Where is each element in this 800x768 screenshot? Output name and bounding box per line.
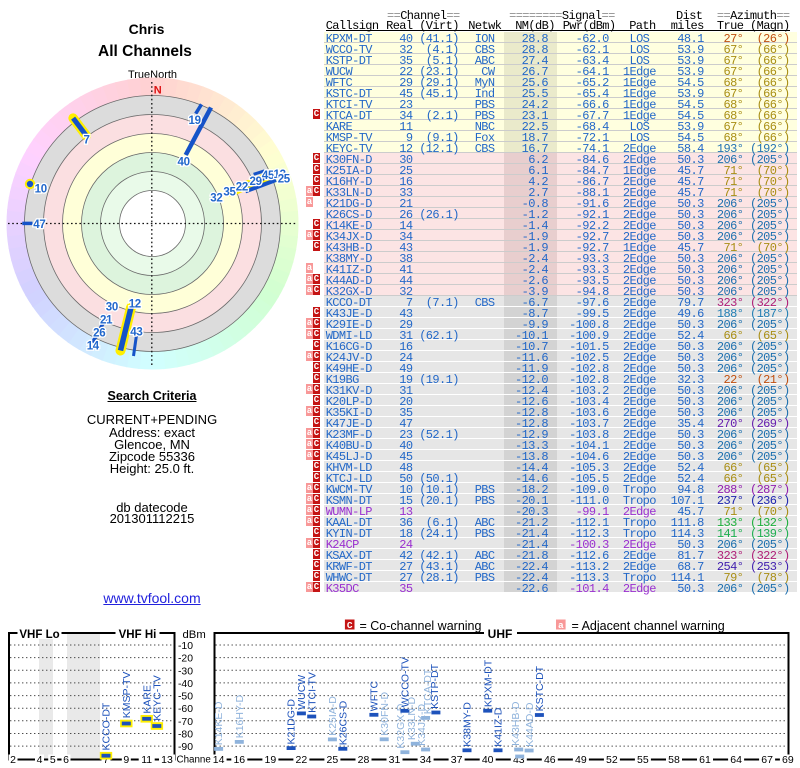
svg-text:5: 5 <box>50 754 56 766</box>
svg-text:58: 58 <box>668 754 680 766</box>
svg-text:22: 22 <box>236 182 248 194</box>
svg-text:dBm: dBm <box>183 629 206 641</box>
svg-text:13: 13 <box>274 169 286 181</box>
svg-text:WCCO-TV: WCCO-TV <box>400 657 412 707</box>
svg-text:29: 29 <box>250 176 262 188</box>
svg-text:16: 16 <box>233 754 245 766</box>
svg-text:-40: -40 <box>178 679 193 690</box>
svg-text:28: 28 <box>358 754 370 766</box>
svg-text:9: 9 <box>123 754 129 766</box>
svg-text:46: 46 <box>544 754 556 766</box>
svg-text:7: 7 <box>103 754 109 766</box>
svg-text:-80: -80 <box>178 730 193 741</box>
svg-text:4: 4 <box>37 754 43 766</box>
svg-text:40: 40 <box>178 157 190 169</box>
svg-text:Channel: Channel <box>177 755 214 766</box>
svg-text:-90: -90 <box>178 742 193 753</box>
svg-text:KCCO-DT: KCCO-DT <box>101 702 113 750</box>
svg-text:14: 14 <box>213 754 225 766</box>
svg-text:13: 13 <box>161 754 173 766</box>
svg-text:-50: -50 <box>178 692 193 703</box>
svg-text:35: 35 <box>223 187 236 199</box>
svg-text:11: 11 <box>141 754 152 766</box>
svg-text:25: 25 <box>327 754 339 766</box>
svg-text:-30: -30 <box>178 666 193 677</box>
svg-text:K34JX-D: K34JX-D <box>416 703 428 745</box>
svg-text:K21DG-D: K21DG-D <box>286 699 298 745</box>
svg-text:19: 19 <box>265 754 277 766</box>
svg-text:KTCI-TV: KTCI-TV <box>306 672 318 713</box>
svg-text:-70: -70 <box>178 717 193 728</box>
svg-text:7: 7 <box>84 135 90 147</box>
svg-text:K32GX-D: K32GX-D <box>395 703 407 748</box>
svg-text:26: 26 <box>93 328 105 340</box>
svg-text:-60: -60 <box>178 704 193 715</box>
svg-text:43: 43 <box>130 327 142 339</box>
svg-text:49: 49 <box>575 754 587 766</box>
svg-text:C: C <box>347 620 353 631</box>
svg-text:22: 22 <box>296 754 308 766</box>
svg-text:KTCA-DT: KTCA-DT <box>422 668 434 714</box>
svg-text:K43HB-D: K43HB-D <box>510 701 522 746</box>
svg-text:KPXM-DT: KPXM-DT <box>482 659 494 707</box>
svg-text:30: 30 <box>106 302 118 314</box>
svg-text:K14KE-D: K14KE-D <box>213 701 225 745</box>
svg-text:47: 47 <box>33 219 45 231</box>
svg-text:K41IZ-D: K41IZ-D <box>493 707 505 747</box>
svg-text:K44AD-D: K44AD-D <box>524 702 536 747</box>
svg-text:K25IA-D: K25IA-D <box>327 696 339 736</box>
svg-text:25: 25 <box>278 174 291 186</box>
svg-text:2: 2 <box>10 754 16 766</box>
svg-text:KSTP-DT: KSTP-DT <box>429 663 441 709</box>
svg-text:31: 31 <box>389 754 401 766</box>
svg-text:= Adjacent channel warning: = Adjacent channel warning <box>572 619 725 633</box>
svg-text:N: N <box>154 84 162 96</box>
svg-text:= Co-channel warning: = Co-channel warning <box>360 619 482 633</box>
svg-text:37: 37 <box>451 754 463 766</box>
svg-text:34: 34 <box>420 754 432 766</box>
svg-text:45: 45 <box>262 170 275 182</box>
svg-text:K38MY-D: K38MY-D <box>462 702 474 747</box>
svg-text:K33LN-D: K33LN-D <box>406 696 418 740</box>
svg-text:K26CS-D: K26CS-D <box>337 700 349 745</box>
svg-text:K30FN-D: K30FN-D <box>379 692 391 736</box>
svg-text:67: 67 <box>761 754 773 766</box>
svg-text:WFTC: WFTC <box>369 680 381 711</box>
svg-text:21: 21 <box>100 314 113 326</box>
svg-text:VHF Lo: VHF Lo <box>19 629 59 641</box>
svg-text:K16HY-D: K16HY-D <box>234 694 246 738</box>
svg-text:64: 64 <box>730 754 742 766</box>
svg-text:KSTC-DT: KSTC-DT <box>534 665 546 711</box>
svg-text:61: 61 <box>699 754 711 766</box>
svg-text:WUCW: WUCW <box>296 675 308 710</box>
svg-text:a: a <box>558 620 564 631</box>
svg-text:69: 69 <box>782 754 794 766</box>
svg-text:VHF Hi: VHF Hi <box>119 629 157 641</box>
svg-text:KEYC-TV: KEYC-TV <box>151 675 163 721</box>
svg-text:UHF: UHF <box>488 627 513 641</box>
svg-text:-10: -10 <box>178 641 193 652</box>
svg-text:12: 12 <box>129 298 141 310</box>
svg-text:32: 32 <box>210 193 222 205</box>
svg-text:55: 55 <box>637 754 649 766</box>
svg-text:19: 19 <box>189 115 201 127</box>
svg-text:-20: -20 <box>178 654 193 665</box>
svg-text:KMSP-TV: KMSP-TV <box>121 672 133 719</box>
svg-text:14: 14 <box>87 340 100 352</box>
svg-text:40: 40 <box>482 754 494 766</box>
svg-text:10: 10 <box>35 184 47 196</box>
svg-text:6: 6 <box>63 754 69 766</box>
svg-text:43: 43 <box>513 754 525 766</box>
svg-text:KARE: KARE <box>141 685 153 714</box>
svg-text:52: 52 <box>606 754 618 766</box>
